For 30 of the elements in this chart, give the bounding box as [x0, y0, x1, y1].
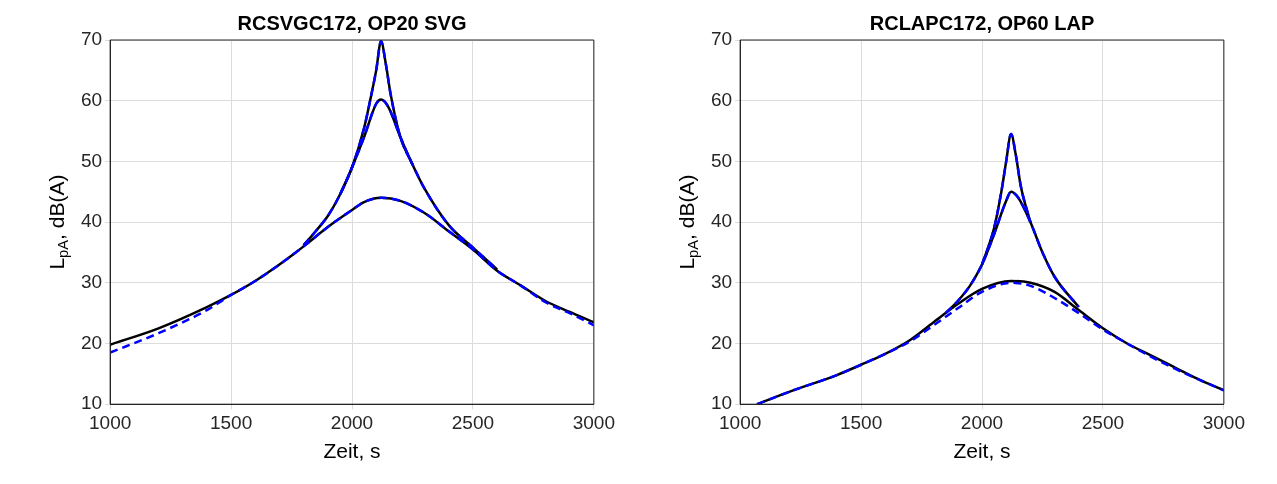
y-tick-label: 30	[710, 271, 733, 293]
x-tick-label: 1500	[839, 411, 883, 433]
y-tick-label: 70	[80, 28, 103, 50]
x-axis-title: Zeit, s	[323, 439, 381, 463]
x-axis-title: Zeit, s	[953, 439, 1011, 463]
x-tick-label: 3000	[572, 411, 616, 433]
y-tick-label: 20	[80, 331, 103, 353]
y-tick-label: 50	[710, 149, 733, 171]
x-tick-label: 1000	[718, 411, 762, 433]
y-tick-label: 10	[710, 392, 733, 414]
y-tick-label: 50	[80, 149, 103, 171]
chart-title: RCSVGC172, OP20 SVG	[237, 11, 467, 34]
y-tick-label: 70	[710, 28, 733, 50]
y-tick-label: 20	[710, 331, 733, 353]
x-tick-label: 2000	[330, 411, 374, 433]
x-tick-label: 1000	[88, 411, 132, 433]
y-tick-label: 40	[80, 210, 103, 232]
y-axis-title: LpA, dB(A)	[44, 174, 72, 270]
x-tick-label: 1500	[209, 411, 253, 433]
x-tick-label: 2500	[1081, 411, 1125, 433]
y-tick-label: 10	[80, 392, 103, 414]
y-axis-title: LpA, dB(A)	[674, 174, 702, 270]
x-tick-label: 3000	[1202, 411, 1246, 433]
y-tick-label: 60	[80, 88, 103, 110]
y-tick-label: 30	[80, 271, 103, 293]
chart-title: RCLAPC172, OP60 LAP	[869, 11, 1095, 34]
y-tick-label: 40	[710, 210, 733, 232]
x-tick-label: 2000	[960, 411, 1004, 433]
y-tick-label: 60	[710, 88, 733, 110]
x-tick-label: 2500	[451, 411, 495, 433]
